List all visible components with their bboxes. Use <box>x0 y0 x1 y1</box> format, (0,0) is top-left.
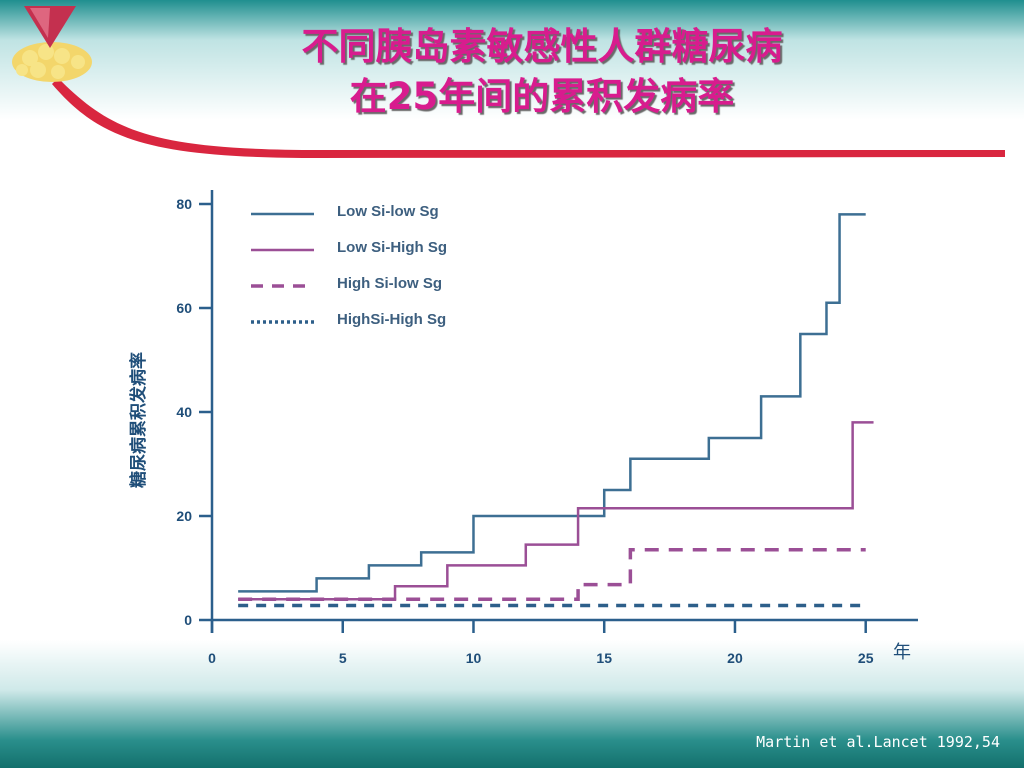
series-layer <box>238 213 874 608</box>
series-line-1 <box>238 213 866 593</box>
slide-title: 不同胰岛素敏感性人群糖尿病 在25年间的累积发病率 <box>0 22 1024 122</box>
legend-label-2: Low Si-High Sg <box>337 239 447 256</box>
decoration-group <box>12 6 1005 158</box>
y-ticks: 0 20 40 60 80 <box>176 196 212 628</box>
y-tick-label: 80 <box>176 196 192 212</box>
legend-label-3: High Si-low Sg <box>337 275 442 292</box>
funnel-highlight-icon <box>30 8 50 38</box>
x-tick-label: 15 <box>596 650 612 666</box>
source-citation: Martin et al.Lancet 1992,54 <box>756 733 1000 751</box>
x-ticks: 0 5 10 15 20 25 <box>208 620 874 666</box>
axes <box>210 190 918 633</box>
series-line-2 <box>238 421 874 601</box>
y-axis-label: 糖尿病累积发病率 <box>128 352 149 488</box>
x-tick-label: 25 <box>858 650 874 666</box>
x-tick-label: 0 <box>208 650 216 666</box>
legend: Low Si-low Sg Low Si-High Sg High Si-low S… <box>251 203 447 328</box>
y-tick-label: 60 <box>176 300 192 316</box>
title-line-2: 在25年间的累积发病率 <box>349 75 735 118</box>
y-tick-label: 40 <box>176 404 192 420</box>
legend-label-1: Low Si-low Sg <box>337 203 439 220</box>
x-axis-unit: 年 <box>893 642 911 663</box>
x-tick-label: 5 <box>339 650 347 666</box>
y-tick-label: 0 <box>184 612 192 628</box>
x-tick-label: 10 <box>466 650 482 666</box>
legend-label-4: HighSi-High Sg <box>337 311 446 328</box>
title-line-1: 不同胰岛素敏感性人群糖尿病 <box>301 25 783 68</box>
header-swoosh <box>52 78 1005 158</box>
x-tick-label: 20 <box>727 650 743 666</box>
y-tick-label: 20 <box>176 508 192 524</box>
pancreas-icon <box>12 42 92 82</box>
series-line-3 <box>238 548 866 601</box>
